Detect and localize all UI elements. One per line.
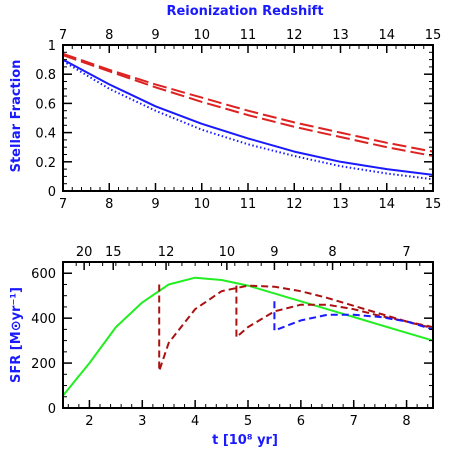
y-tick-label: 0 bbox=[48, 185, 56, 200]
x-tick-label: 11 bbox=[240, 197, 257, 212]
x-tick-label: 15 bbox=[425, 197, 442, 212]
series-line-4 bbox=[273, 301, 434, 332]
x-tick-label: 3 bbox=[138, 414, 146, 429]
y-tick-label: 400 bbox=[31, 312, 56, 327]
top-tick-label: 20 bbox=[76, 245, 93, 260]
series-line-3 bbox=[62, 52, 434, 153]
x-tick-label: 7 bbox=[350, 414, 358, 429]
y-tick-label: 0.4 bbox=[35, 127, 56, 142]
y-tick-label: 0.2 bbox=[35, 156, 56, 171]
x-tick-label: 5 bbox=[244, 414, 252, 429]
sfr-axes: 2 3 4 5 6 7 8 0 200 400 600 20 15 12 10 9 8 7 bbox=[31, 245, 434, 429]
top-tick-label: 9 bbox=[270, 245, 278, 260]
series-line-2 bbox=[158, 284, 434, 372]
top-tick-label: 15 bbox=[105, 245, 122, 260]
y-tick-label: 0.6 bbox=[35, 97, 56, 112]
series-line-4 bbox=[62, 54, 434, 157]
top-tick-label: 13 bbox=[332, 28, 349, 43]
sfr-series bbox=[62, 276, 434, 397]
x-tick-label: 7 bbox=[59, 197, 67, 212]
x-tick-label: 8 bbox=[105, 197, 113, 212]
x-tick-label: 9 bbox=[151, 197, 159, 212]
top-axis-title: Reionization Redshift bbox=[166, 4, 323, 19]
top-tick-label: 9 bbox=[151, 28, 159, 43]
x-tick-label: 8 bbox=[402, 414, 410, 429]
x-tick-label: 6 bbox=[297, 414, 305, 429]
top-tick-label: 11 bbox=[240, 28, 257, 43]
x-tick-label: 2 bbox=[85, 414, 93, 429]
top-tick-label: 7 bbox=[402, 245, 410, 260]
y-tick-label: 200 bbox=[31, 357, 56, 372]
x-tick-label: 10 bbox=[193, 197, 210, 212]
x-tick-label: 4 bbox=[191, 414, 199, 429]
top-tick-label: 12 bbox=[286, 28, 303, 43]
top-tick-label: 10 bbox=[219, 245, 236, 260]
top-tick-label: 10 bbox=[193, 28, 210, 43]
series-line-3 bbox=[235, 285, 434, 339]
top-tick-label: 12 bbox=[158, 245, 175, 260]
top-tick-label: 14 bbox=[378, 28, 395, 43]
series-line-2 bbox=[62, 60, 434, 181]
y-axis-title-stellar-fraction: Stellar Fraction bbox=[9, 60, 24, 173]
panel-sfr: t [10⁸ yr] SFR [M⊙yr⁻¹] 2 3 4 5 6 7 8 0 200 400 60… bbox=[9, 245, 434, 448]
series-line-1 bbox=[62, 276, 434, 397]
y-axis-title-sfr: SFR [M⊙yr⁻¹] bbox=[9, 287, 24, 383]
x-axis-title-time: t [10⁸ yr] bbox=[212, 433, 278, 448]
top-tick-label: 15 bbox=[425, 28, 442, 43]
top-tick-label: 7 bbox=[59, 28, 67, 43]
series-line-1 bbox=[62, 58, 434, 176]
stellar-fraction-plot-frame bbox=[62, 44, 434, 192]
x-tick-label: 14 bbox=[378, 197, 395, 212]
stellar-fraction-series bbox=[62, 52, 434, 181]
top-tick-label: 8 bbox=[105, 28, 113, 43]
x-tick-label: 13 bbox=[332, 197, 349, 212]
panel-stellar-fraction: Reionization Redshift Stellar Fraction 7… bbox=[9, 4, 441, 212]
sfr-plot-frame bbox=[62, 261, 434, 409]
y-tick-label: 0.8 bbox=[35, 68, 56, 83]
top-tick-label: 8 bbox=[328, 245, 336, 260]
y-tick-label: 600 bbox=[31, 267, 56, 282]
y-tick-label: 1 bbox=[48, 39, 56, 54]
y-tick-label: 0 bbox=[48, 402, 56, 417]
x-tick-label: 12 bbox=[286, 197, 303, 212]
